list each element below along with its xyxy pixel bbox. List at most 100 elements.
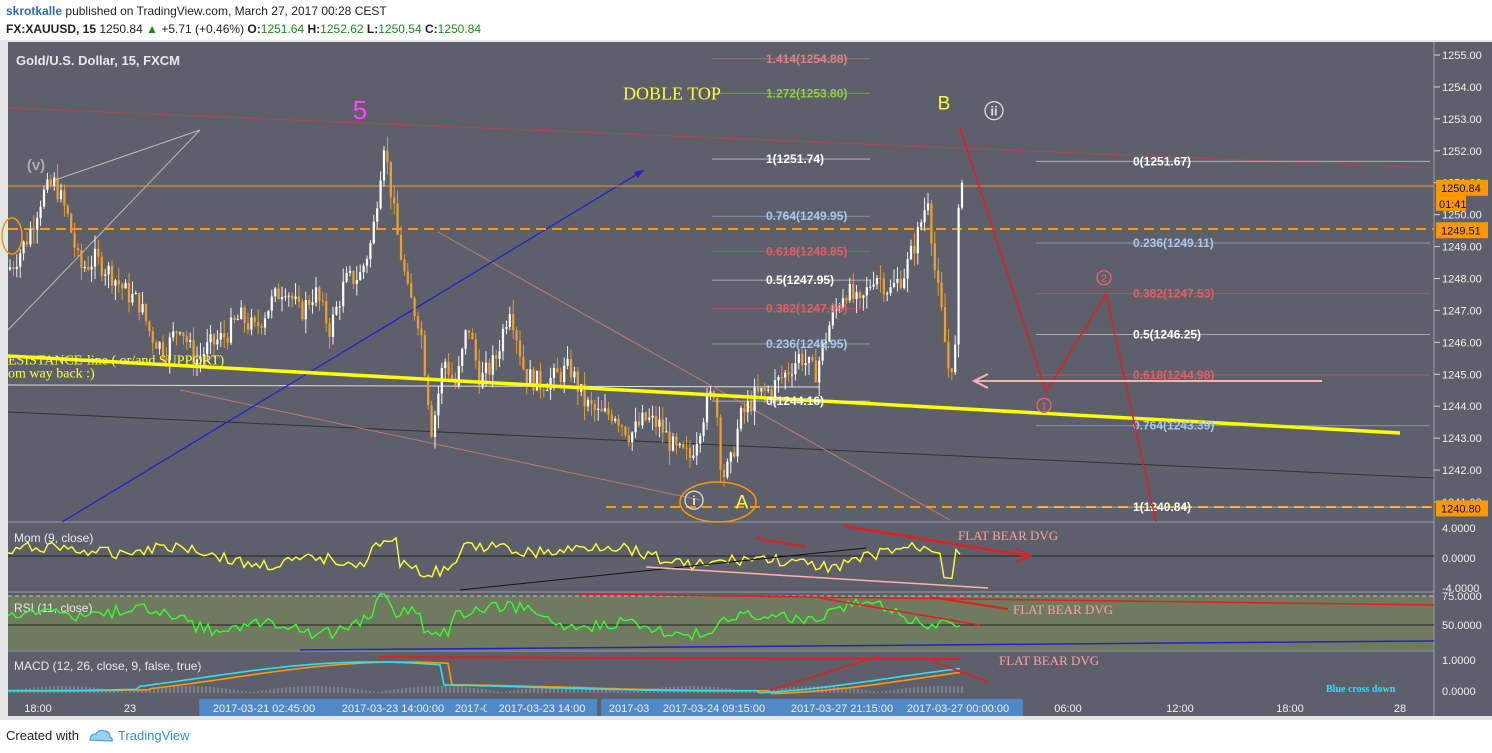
candle-body [937, 270, 940, 283]
candle-body [896, 278, 899, 283]
close-label: C: [424, 22, 438, 36]
mom-red-arrow-2 [843, 524, 1029, 558]
candle-body [297, 296, 301, 302]
candle-body [685, 447, 688, 449]
candle-body [206, 342, 209, 355]
candle-body [63, 190, 66, 206]
candle-body [705, 395, 709, 423]
candle-body [471, 332, 474, 340]
candle-body [627, 435, 630, 443]
rsi-note: FLAT BEAR DVG [1013, 602, 1113, 617]
candle-body [651, 415, 654, 418]
mom-note: FLAT BEAR DVG [958, 528, 1058, 543]
candle-body [943, 307, 947, 343]
candle-body [804, 362, 807, 366]
candle-body [168, 337, 171, 361]
candle-body [199, 356, 202, 360]
support-line [7, 354, 1401, 435]
candle-body [464, 330, 467, 349]
x-tick-label: 18:00 [1276, 703, 1304, 715]
candle-body [369, 243, 372, 260]
candle-body [437, 393, 440, 416]
candle-body [335, 306, 338, 315]
wave-b-label: B [938, 93, 951, 114]
candle-body [274, 288, 277, 297]
candle-body [559, 372, 562, 383]
candle-body [671, 436, 675, 451]
blue-trend-line [61, 169, 645, 523]
candle-body [138, 293, 141, 313]
candle-body [161, 342, 165, 359]
created-with-text: Created with [6, 728, 79, 743]
tradingview-link[interactable]: TradingView [118, 728, 190, 743]
candle-body [172, 331, 175, 338]
candle-body [389, 161, 392, 198]
candle-body [784, 372, 787, 378]
x-tick-box [649, 699, 779, 716]
mom-arrowhead [1015, 547, 1033, 563]
candle-body [19, 253, 22, 267]
candle-body [780, 377, 783, 379]
candle-body [450, 374, 454, 379]
candle-body [835, 307, 838, 311]
mom-line [7, 536, 961, 580]
fib-left-label: 0.764(1249.95) [766, 209, 847, 223]
candle-body [403, 259, 406, 272]
candle-body [270, 296, 273, 311]
candle-body [954, 344, 957, 373]
candle-body [93, 248, 97, 267]
candle-body [586, 399, 590, 407]
candle-body [512, 313, 515, 331]
price-change: +5.71 (+0.46%) [161, 22, 245, 36]
candle-body [603, 408, 607, 412]
candle-body [692, 455, 695, 458]
macd-red-line [377, 656, 961, 660]
price-tag-label: 1240.80 [1441, 503, 1481, 515]
highlight-circle-a [679, 481, 757, 523]
fib-right-label: 0.236(1249.11) [1133, 236, 1214, 250]
candle-body [134, 293, 137, 295]
candle-body [430, 405, 433, 437]
price-chart[interactable]: 1255.001254.001253.001252.001251.001250.… [0, 40, 1492, 720]
candle-body [920, 222, 923, 228]
candle-body [763, 388, 766, 391]
open-value: 1251.64 [260, 22, 305, 36]
candle-body [100, 256, 103, 276]
candle-body [39, 206, 42, 219]
candle-body [301, 301, 304, 320]
candle-body [746, 401, 749, 413]
candle-body [175, 331, 178, 333]
candle-body [331, 314, 335, 337]
price-tag-label: 1250.84 [1441, 183, 1481, 195]
wave-circle [984, 101, 1004, 121]
candle-body [185, 336, 188, 342]
candle-body [889, 287, 892, 294]
momentum-pane: Mom (9, close) 4.0000 0.0000 -4.0000 FLAT BE… [7, 523, 1479, 595]
candle-body [777, 377, 780, 381]
candle-body [614, 418, 617, 422]
candle-body [359, 272, 362, 281]
candle-body [104, 274, 107, 276]
candle-body [25, 241, 29, 245]
chart-title: Gold/U.S. Dollar, 15, FXCM [16, 53, 180, 68]
candle-body [121, 284, 124, 289]
fib-left-label: 0.236(1245.95) [766, 337, 847, 351]
symbol-line: FX:XAUUSD, 15 1250.84 ▲ +5.71 (+0.46%) O… [6, 22, 481, 36]
candle-body [427, 375, 430, 406]
candle-body [583, 384, 586, 407]
candle-body [563, 365, 566, 383]
candle-body [325, 300, 328, 324]
candle-body [821, 342, 824, 361]
candle-body [257, 322, 260, 326]
candle-body [716, 398, 719, 418]
candle-body [743, 408, 746, 413]
price-tag-box [1436, 179, 1488, 196]
price-tag-box [1436, 500, 1488, 517]
pane-title: MACD (12, 26, close, 9, false, true) [14, 659, 201, 673]
candle-body [420, 328, 423, 336]
candle-body [525, 369, 528, 384]
candle-body [865, 287, 868, 296]
candle-body [787, 372, 790, 375]
author-link[interactable]: skrotkalle [6, 4, 63, 18]
x-tick-label: 2017-03-24 09:15:00 [663, 703, 765, 715]
